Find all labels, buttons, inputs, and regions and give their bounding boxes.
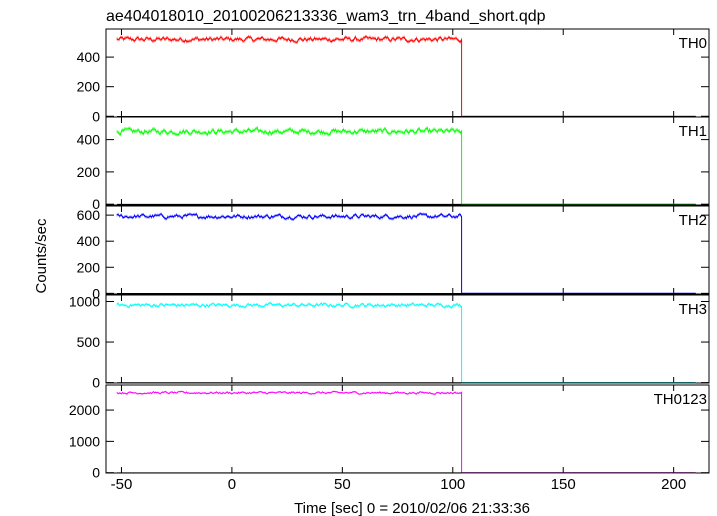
- series-line-th0123: [116, 390, 696, 474]
- x-tick-label: 100: [440, 476, 465, 493]
- series-line-th3: [116, 302, 696, 384]
- y-tick-label-th3: 500: [77, 334, 101, 350]
- x-axis-label: Time [sec] 0 = 2010/02/06 21:33:36: [294, 500, 530, 516]
- y-tick-label-th1: 400: [77, 132, 101, 148]
- y-tick-label-th2: 200: [77, 259, 101, 275]
- y-tick-label-th2: 400: [77, 233, 101, 249]
- x-tick-label: -50: [111, 476, 133, 493]
- panel-frame-th1: [105, 116, 710, 206]
- x-tick-label: 150: [551, 476, 576, 493]
- y-tick-label-th2: 0: [92, 285, 100, 301]
- series-label-th0: TH0: [679, 35, 707, 52]
- y-tick-label-th1: 0: [92, 196, 100, 212]
- panel-frame-th3: [105, 294, 710, 384]
- x-tick-label: 0: [228, 476, 236, 493]
- y-tick-label-th0: 200: [77, 79, 101, 95]
- y-tick-label-th0: 0: [92, 108, 100, 124]
- y-tick-label-th2: 600: [77, 207, 101, 223]
- x-tick-label: 50: [334, 476, 351, 493]
- y-axis-label: Counts/sec: [33, 218, 50, 294]
- y-tick-label-th0123: 1000: [69, 433, 100, 449]
- y-tick-label-th1: 200: [77, 164, 101, 180]
- series-label-th2: TH2: [679, 212, 707, 229]
- series-label-th1: TH1: [679, 123, 707, 140]
- panel-frame-th0123: [105, 384, 710, 474]
- y-tick-label-th3: 1000: [69, 293, 100, 309]
- chart-title: ae404018010_20100206213336_wam3_trn_4ban…: [106, 8, 546, 25]
- series-label-th3: TH3: [679, 301, 707, 318]
- series-line-th0: [116, 35, 696, 117]
- y-tick-label-th0123: 0: [92, 465, 100, 481]
- panel-frame-th2: [105, 205, 710, 295]
- y-tick-label-th0: 400: [77, 49, 101, 65]
- y-tick-label-th0123: 2000: [69, 402, 100, 418]
- series-label-th0123: TH0123: [654, 391, 707, 408]
- series-line-th2: [116, 212, 696, 294]
- y-tick-label-th3: 0: [92, 375, 100, 391]
- series-line-th1: [116, 127, 696, 205]
- x-tick-label: 200: [661, 476, 686, 493]
